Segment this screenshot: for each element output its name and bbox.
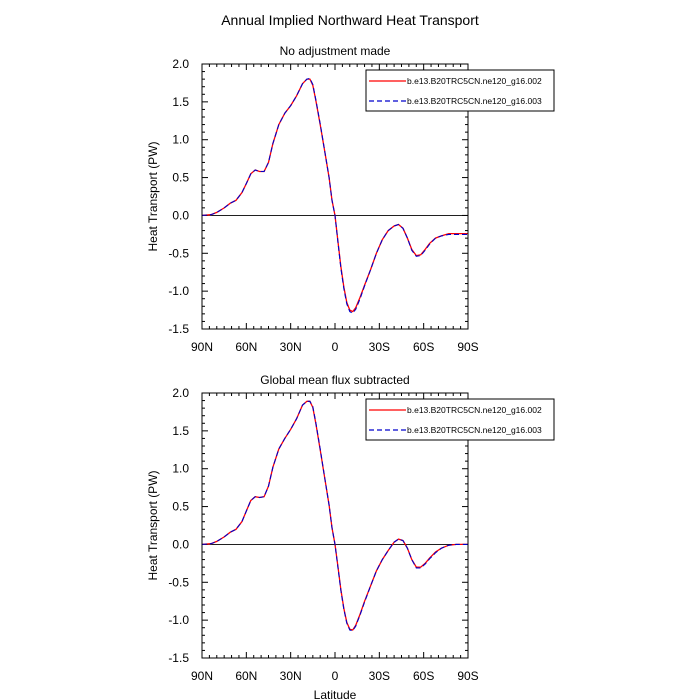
x-tick-label: 30N — [280, 669, 302, 683]
y-tick-label: 2.0 — [172, 386, 189, 400]
y-tick-label: 0.0 — [172, 208, 189, 222]
x-tick-label: 0 — [332, 340, 339, 354]
x-tick-label: 30N — [280, 340, 302, 354]
x-tick-label: 90N — [191, 669, 213, 683]
chart-subtitle: Global mean flux subtracted — [260, 373, 409, 387]
x-axis-label: Latitude — [314, 688, 357, 700]
y-tick-label: -0.5 — [168, 575, 189, 589]
y-tick-label: 1.0 — [172, 462, 189, 476]
y-tick-label: -1.0 — [168, 613, 189, 627]
x-tick-label: 0 — [332, 669, 339, 683]
y-tick-label: 1.0 — [172, 133, 189, 147]
x-tick-label: 90N — [191, 340, 213, 354]
series-line-1 — [201, 78, 468, 313]
y-tick-label: 2.0 — [172, 57, 189, 71]
plot-frame — [201, 63, 469, 330]
y-tick-label: 0.5 — [172, 500, 189, 514]
y-tick-label: 1.5 — [172, 424, 189, 438]
x-tick-label: 30S — [369, 340, 390, 354]
chart-subtitle: No adjustment made — [280, 44, 391, 58]
series-line-2 — [201, 77, 468, 314]
plot-frame — [201, 392, 469, 659]
y-tick-label: -1.0 — [168, 284, 189, 298]
x-tick-label: 90S — [457, 340, 478, 354]
y-tick-label: 0.5 — [172, 171, 189, 185]
figure-title: Annual Implied Northward Heat Transport — [221, 12, 479, 28]
legend-box — [365, 398, 555, 441]
legend-label: b.e13.B20TRC5CN.ne120_g16.003 — [407, 96, 542, 106]
legend-label: b.e13.B20TRC5CN.ne120_g16.003 — [407, 425, 542, 435]
y-tick-label: -1.5 — [168, 651, 189, 665]
x-tick-label: 60N — [235, 340, 257, 354]
series-line-1 — [201, 400, 468, 631]
y-tick-label: 0.0 — [172, 537, 189, 551]
x-tick-label: 60S — [413, 669, 434, 683]
legend-label: b.e13.B20TRC5CN.ne120_g16.002 — [407, 405, 542, 415]
x-tick-label: 60N — [235, 669, 257, 683]
y-tick-label: -0.5 — [168, 246, 189, 260]
y-tick-label: -1.5 — [168, 322, 189, 336]
y-axis-label: Heat Transport (PW) — [146, 141, 160, 251]
y-axis-label: Heat Transport (PW) — [146, 470, 160, 580]
x-tick-label: 30S — [369, 669, 390, 683]
legend-label: b.e13.B20TRC5CN.ne120_g16.002 — [407, 76, 542, 86]
x-tick-label: 60S — [413, 340, 434, 354]
legend-box — [365, 69, 555, 112]
y-tick-label: 1.5 — [172, 95, 189, 109]
x-tick-label: 90S — [457, 669, 478, 683]
